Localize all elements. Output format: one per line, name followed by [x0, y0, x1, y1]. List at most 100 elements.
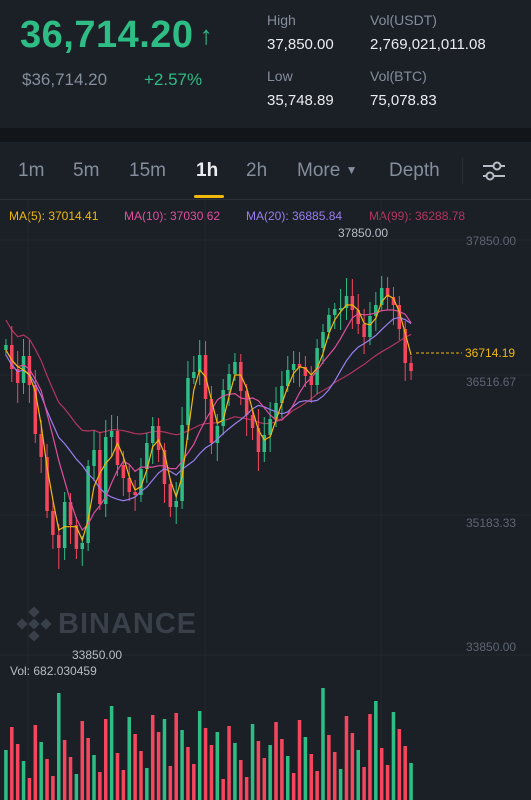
fiat-price: $36,714.20	[22, 70, 108, 89]
candle-body	[262, 435, 267, 452]
candle-body	[215, 426, 220, 443]
volume-bar	[356, 750, 360, 800]
volume-bar	[280, 739, 284, 800]
last-price: 36,714.20 ↑	[20, 14, 213, 57]
candle-body	[51, 511, 55, 535]
volume-bar	[250, 724, 255, 800]
volume-bar	[80, 721, 85, 800]
candle-body	[321, 332, 325, 348]
volume-bar	[115, 753, 120, 800]
volume-bar	[168, 766, 173, 800]
ma10-line	[5, 309, 412, 531]
volume-bar	[86, 738, 90, 800]
ma5-path	[5, 294, 412, 542]
candle-body	[350, 296, 355, 310]
volume-bar	[374, 701, 378, 800]
candle-body	[297, 364, 302, 367]
volume-bar	[133, 734, 137, 800]
candle-body	[15, 369, 20, 383]
arrow-up-icon: ↑	[199, 20, 214, 50]
binance-watermark: BINANCE	[16, 606, 197, 642]
volume-bar	[397, 729, 402, 800]
candle-body	[168, 484, 173, 507]
watermark-text: BINANCE	[58, 607, 198, 640]
volume-bar	[51, 776, 55, 800]
candle-body	[368, 316, 372, 337]
volume-bar	[15, 744, 20, 800]
candle-body	[403, 329, 407, 363]
candle-body	[385, 288, 390, 297]
binance-logo-icon	[16, 606, 52, 642]
candle-body	[92, 450, 96, 466]
ma99-path	[5, 319, 412, 436]
volume-bar	[92, 755, 96, 800]
ma10-path	[5, 309, 412, 531]
candle-body	[233, 362, 237, 374]
volume-bar	[244, 777, 249, 800]
tab-5m[interactable]: 5m	[73, 160, 100, 181]
tab-more[interactable]: More ▼	[297, 160, 357, 182]
volume-bar	[139, 751, 143, 800]
tab-15m[interactable]: 15m	[129, 160, 166, 181]
volume-bar	[239, 760, 243, 800]
ma99-legend: MA(99): 36288.78	[369, 209, 466, 223]
volume-bar	[145, 768, 149, 800]
candle-body	[103, 437, 108, 504]
volume-bar	[57, 693, 61, 800]
candle-body	[244, 391, 249, 415]
tab-separator	[462, 158, 463, 184]
candle-body	[315, 348, 319, 385]
candle-body	[156, 426, 161, 450]
volume-bar	[121, 770, 126, 800]
volume-bar	[150, 715, 155, 800]
volume-bar	[156, 732, 161, 800]
candle-body	[98, 450, 102, 504]
vol-usdt-label: Vol(USDT)	[370, 12, 437, 28]
volume-bar	[68, 757, 73, 800]
candle-body	[39, 434, 43, 457]
volume-bar	[227, 726, 231, 800]
tab-depth[interactable]: Depth	[389, 160, 440, 181]
ma20-path	[5, 316, 412, 502]
active-tab-indicator	[194, 195, 224, 198]
candle-body	[280, 386, 284, 403]
candle-body	[62, 502, 67, 548]
candle-body	[174, 501, 178, 507]
candle-body	[45, 457, 49, 511]
volume-bar	[274, 722, 278, 800]
settings-sliders-icon[interactable]	[481, 160, 507, 187]
vol-usdt-value: 2,769,021,011.08	[370, 36, 486, 53]
volume-bar	[362, 767, 366, 800]
high-label: High	[267, 12, 296, 28]
candle-body	[221, 390, 225, 426]
candle-body	[115, 431, 120, 465]
candle-body	[309, 376, 314, 385]
interval-tabs: 1m 5m 15m 1h 2h More ▼ Depth	[0, 142, 531, 200]
high-value: 37,850.00	[267, 36, 334, 53]
candlestick-chart[interactable]	[0, 200, 531, 800]
y-axis-label-3: 35183.33	[466, 516, 517, 530]
candle-body	[274, 403, 278, 419]
candle-body	[327, 315, 331, 332]
volume-bar	[215, 732, 220, 800]
candle-body	[33, 385, 38, 434]
candle-body	[162, 450, 167, 484]
tab-2h[interactable]: 2h	[246, 160, 268, 181]
tab-1h[interactable]: 1h	[196, 160, 219, 181]
volume-bar	[268, 745, 272, 800]
candle-body	[186, 378, 190, 425]
volume-bars	[4, 688, 413, 800]
candle-body	[344, 296, 349, 308]
volume-bar	[379, 748, 384, 800]
volume-bar	[368, 714, 372, 800]
volume-bar	[291, 773, 296, 800]
candle-body	[74, 525, 79, 549]
volume-bar	[209, 745, 214, 800]
candle-body	[391, 297, 396, 305]
candle-body	[268, 419, 272, 435]
ma20-legend: MA(20): 36885.84	[246, 209, 343, 223]
volume-bar	[33, 725, 38, 800]
tab-1m[interactable]: 1m	[18, 160, 45, 181]
candle-body	[332, 309, 337, 315]
candle-body	[303, 367, 308, 376]
